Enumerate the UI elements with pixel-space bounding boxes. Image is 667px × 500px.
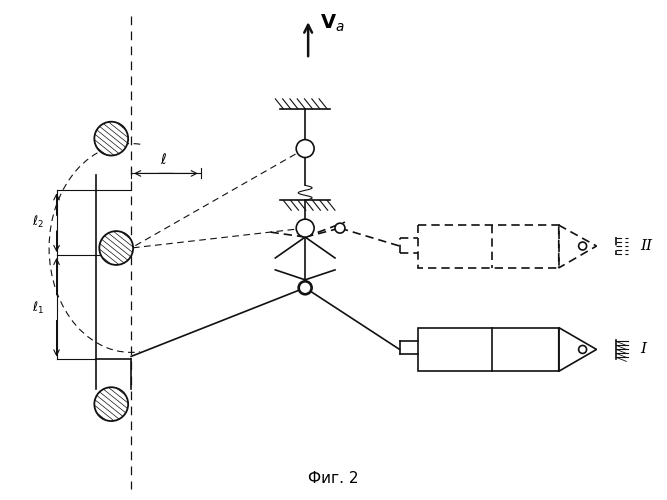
Circle shape [99,231,133,265]
Circle shape [335,223,345,233]
Text: $\ell$: $\ell$ [160,152,167,167]
Circle shape [299,282,311,294]
Text: $\ell_1$: $\ell_1$ [31,300,44,316]
Circle shape [94,122,128,156]
Text: Фиг. 2: Фиг. 2 [307,471,358,486]
Text: $\mathbf{V}_{\mathit{a}}$: $\mathbf{V}_{\mathit{a}}$ [320,12,345,34]
Circle shape [579,346,586,354]
Circle shape [296,219,314,237]
Circle shape [296,140,314,158]
Circle shape [298,281,312,294]
Circle shape [579,242,586,250]
Text: $\ell_2$: $\ell_2$ [31,214,43,230]
Text: I: I [640,342,646,356]
Text: II: II [640,239,652,253]
Circle shape [94,387,128,421]
